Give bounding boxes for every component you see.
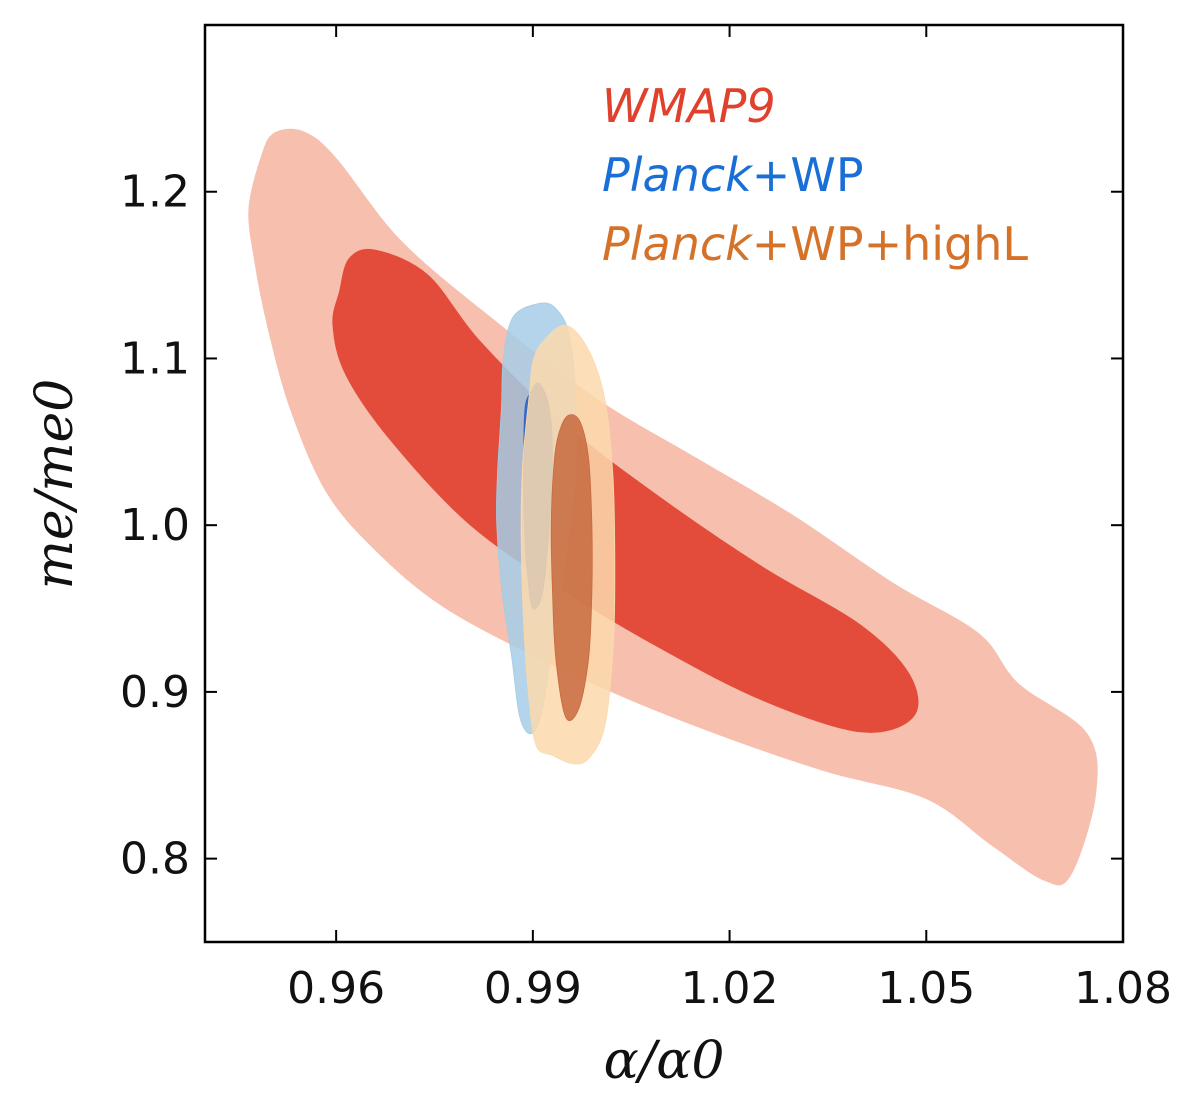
- legend-entry: Planck+WP: [602, 148, 864, 202]
- legend-entry-main: Planck: [602, 217, 754, 271]
- legend-entry: Planck+WP+highL: [602, 217, 1028, 271]
- x-tick-label: 0.96: [287, 963, 385, 1014]
- contour-wmap9-68: [332, 248, 919, 733]
- y-tick-label: 0.9: [120, 667, 190, 718]
- x-tick-label: 1.08: [1074, 963, 1172, 1014]
- contour-layer: [248, 128, 1098, 886]
- y-tick-label: 1.0: [120, 500, 190, 551]
- series-planck-wp-highl: [520, 324, 616, 765]
- y-tick-label: 1.1: [120, 333, 190, 384]
- axis-ticks: 0.96 0.99 1.02 1.05 1.08 0.8 0.9 1.0 1.1 1.2: [120, 25, 1172, 1014]
- x-tick-label: 1.05: [877, 963, 975, 1014]
- legend-entry-suffix: +WP+highL: [752, 217, 1029, 271]
- contour-planck-wp-highl-68: [550, 414, 593, 721]
- legend-entry-main: Planck: [602, 148, 754, 202]
- legend-entry-main: WMAP9: [602, 79, 776, 133]
- y-axis-title: me/me0: [25, 379, 85, 590]
- plot-frame: [203, 23, 1125, 944]
- legend-entry: WMAP9: [602, 79, 776, 133]
- x-tick-label: 0.99: [484, 963, 582, 1014]
- legend-entry-suffix: +WP: [752, 148, 864, 202]
- y-tick-label: 0.8: [120, 834, 190, 885]
- y-tick-label: 1.2: [120, 167, 190, 218]
- x-tick-label: 1.02: [681, 963, 779, 1014]
- x-axis-title: α/α0: [604, 1031, 725, 1091]
